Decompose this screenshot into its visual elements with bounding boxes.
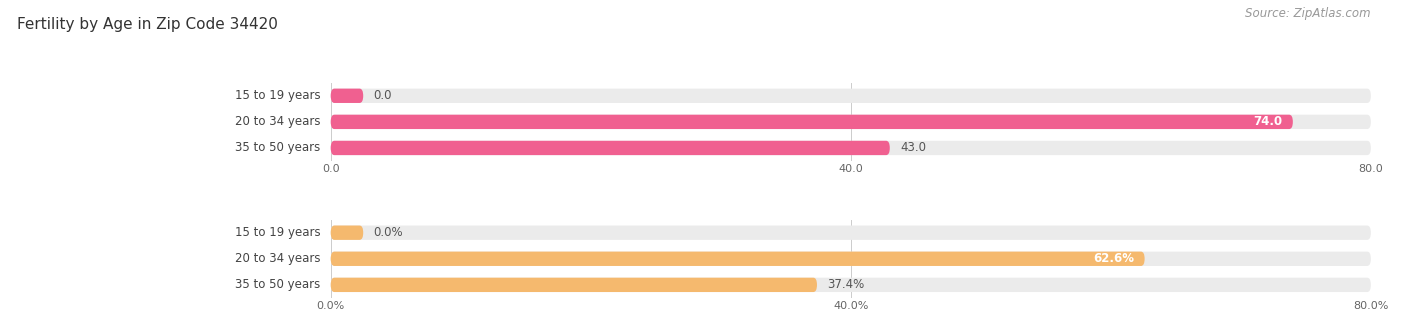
FancyBboxPatch shape bbox=[330, 278, 1371, 292]
FancyBboxPatch shape bbox=[330, 225, 1371, 240]
Text: 0.0: 0.0 bbox=[374, 89, 392, 102]
FancyBboxPatch shape bbox=[330, 115, 1294, 129]
Text: 43.0: 43.0 bbox=[900, 141, 927, 155]
FancyBboxPatch shape bbox=[330, 225, 363, 240]
FancyBboxPatch shape bbox=[330, 252, 1144, 266]
Text: 62.6%: 62.6% bbox=[1094, 252, 1135, 265]
Text: 20 to 34 years: 20 to 34 years bbox=[235, 116, 321, 128]
FancyBboxPatch shape bbox=[330, 115, 1371, 129]
Text: 15 to 19 years: 15 to 19 years bbox=[235, 89, 321, 102]
Text: 0.0%: 0.0% bbox=[374, 226, 404, 239]
FancyBboxPatch shape bbox=[330, 252, 1371, 266]
Text: 35 to 50 years: 35 to 50 years bbox=[235, 141, 321, 155]
Text: 74.0: 74.0 bbox=[1253, 116, 1282, 128]
FancyBboxPatch shape bbox=[330, 141, 890, 155]
FancyBboxPatch shape bbox=[330, 89, 363, 103]
Text: Source: ZipAtlas.com: Source: ZipAtlas.com bbox=[1246, 7, 1371, 20]
Text: 35 to 50 years: 35 to 50 years bbox=[235, 278, 321, 291]
Text: 20 to 34 years: 20 to 34 years bbox=[235, 252, 321, 265]
FancyBboxPatch shape bbox=[330, 278, 817, 292]
Text: 37.4%: 37.4% bbox=[827, 278, 865, 291]
Text: Fertility by Age in Zip Code 34420: Fertility by Age in Zip Code 34420 bbox=[17, 17, 278, 31]
FancyBboxPatch shape bbox=[330, 141, 1371, 155]
Text: 15 to 19 years: 15 to 19 years bbox=[235, 226, 321, 239]
FancyBboxPatch shape bbox=[330, 89, 1371, 103]
